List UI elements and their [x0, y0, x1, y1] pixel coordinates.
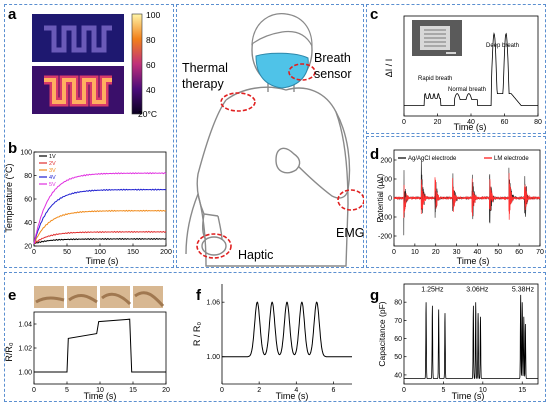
g-plot-frame — [404, 284, 538, 384]
g-ylabel: Capacitance (pF) — [377, 301, 387, 366]
g-annotation-2: 5.38Hz — [512, 286, 535, 293]
g-annotation-1: 3.06Hz — [466, 286, 489, 293]
g-ytick-label-0: 80 — [394, 300, 402, 307]
g-ytick-label-1: 70 — [394, 318, 402, 325]
g-xtick-label-2: 10 — [479, 387, 487, 394]
g-xtick-label-3: 15 — [518, 387, 526, 394]
g-xtick-label-1: 5 — [441, 387, 445, 394]
g-annotation-0: 1.25Hz — [421, 286, 444, 293]
g-signal — [404, 295, 538, 379]
g-ytick-label-3: 50 — [394, 354, 402, 361]
g-xtick-label-0: 0 — [402, 387, 406, 394]
g-ytick-label-4: 40 — [394, 372, 402, 379]
g-ytick-label-2: 60 — [394, 336, 402, 343]
